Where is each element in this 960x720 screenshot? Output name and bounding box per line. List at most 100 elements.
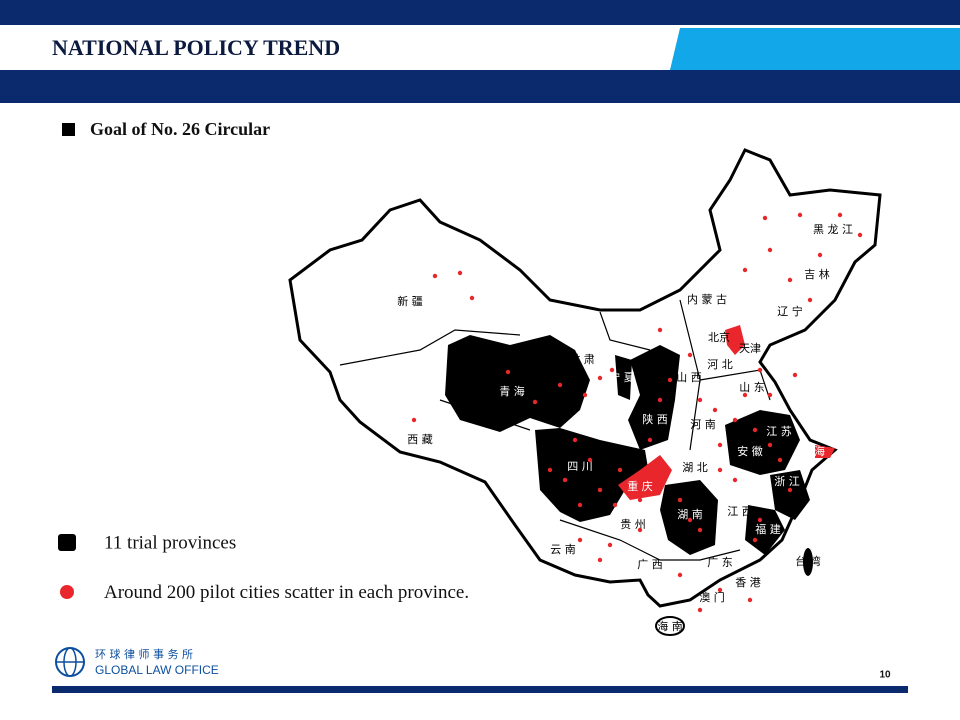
legend-square <box>58 534 76 551</box>
province-label: 河 北 <box>707 358 733 371</box>
logo-cn: 环 球 律 师 事 务 所 <box>95 647 193 661</box>
legend-text: Around 200 pilot cities scatter in each … <box>104 582 470 603</box>
province-label: 浙 江 <box>774 475 800 488</box>
city-dot <box>637 497 643 503</box>
city-dot <box>837 212 843 218</box>
header-band <box>0 70 960 103</box>
province-label: 云 南 <box>550 543 576 556</box>
city-dot <box>717 442 723 448</box>
city-dot <box>607 542 613 548</box>
city-dot <box>577 537 583 543</box>
city-dot <box>777 457 783 463</box>
city-dot <box>562 477 568 483</box>
province-label: 湖 南 <box>677 508 703 521</box>
city-dot <box>637 527 643 533</box>
city-dot <box>787 487 793 493</box>
city-dot <box>657 397 663 403</box>
city-dot <box>657 327 663 333</box>
province-label: 陕 西 <box>642 412 668 426</box>
city-dot <box>432 273 438 279</box>
province-label: 辽 宁 <box>777 304 803 318</box>
logo <box>55 647 85 677</box>
province-label: 天津 <box>739 342 761 355</box>
china-map <box>288 148 882 636</box>
city-dot <box>857 232 863 238</box>
city-dot <box>767 392 773 398</box>
province-label: 安 徽 <box>737 444 763 458</box>
city-dot <box>532 399 538 405</box>
footer-bar <box>52 686 908 693</box>
city-dot <box>687 517 693 523</box>
city-dot <box>757 367 763 373</box>
city-dot <box>617 467 623 473</box>
city-dot <box>677 497 683 503</box>
city-dot <box>572 437 578 443</box>
province-label: 河 南 <box>690 418 716 431</box>
pilot-city-dots <box>411 212 863 613</box>
province-label: 上海 <box>803 444 825 458</box>
city-dot <box>667 377 673 383</box>
province-label: 四 川 <box>567 460 593 473</box>
city-dot <box>767 442 773 448</box>
province-label: 吉 林 <box>804 267 830 281</box>
city-dot <box>787 277 793 283</box>
city-dot <box>697 607 703 613</box>
legend-text: 11 trial provinces <box>104 532 236 553</box>
city-dot <box>752 537 758 543</box>
city-dot <box>612 502 618 508</box>
city-dot <box>597 487 603 493</box>
logo-en: GLOBAL LAW OFFICE <box>95 663 219 677</box>
city-dot <box>687 352 693 358</box>
city-dot <box>577 502 583 508</box>
city-dot <box>609 367 615 373</box>
province-label: 黑 龙 江 <box>813 223 853 236</box>
city-dot <box>647 437 653 443</box>
city-dot <box>697 527 703 533</box>
province-label: 江 苏 <box>766 425 792 438</box>
hainan-island <box>655 616 685 636</box>
legend-dot <box>60 585 74 599</box>
city-dot <box>582 392 588 398</box>
city-dot <box>712 407 718 413</box>
city-dot <box>697 397 703 403</box>
city-dot <box>677 572 683 578</box>
province-label: 广 东 <box>707 556 733 569</box>
bullet-text: Goal of No. 26 Circular <box>90 119 270 139</box>
province-label: 山 西 <box>676 371 702 384</box>
city-dot <box>762 215 768 221</box>
province-label: 江 西 <box>727 505 753 518</box>
city-dot <box>505 369 511 375</box>
city-dot <box>767 247 773 253</box>
city-dot <box>717 587 723 593</box>
city-dot <box>792 372 798 378</box>
bullet-square <box>62 123 75 136</box>
province-label: 海 南 <box>657 619 683 633</box>
city-dot <box>597 557 603 563</box>
city-dot <box>797 212 803 218</box>
province-label: 香 港 <box>735 576 761 589</box>
province-label: 贵 州 <box>620 518 646 531</box>
city-dot <box>817 252 823 258</box>
province-label: 湖 北 <box>682 461 708 474</box>
municipalities <box>618 325 835 500</box>
city-dot <box>547 467 553 473</box>
city-dot <box>752 427 758 433</box>
province-label: 福 建 <box>755 522 781 536</box>
city-dot <box>732 477 738 483</box>
city-dot <box>717 467 723 473</box>
city-dot <box>457 270 463 276</box>
city-dot <box>757 517 763 523</box>
city-dot <box>469 295 475 301</box>
province-label: 重 庆 <box>627 479 653 493</box>
accent-band <box>670 28 960 70</box>
city-dot <box>807 297 813 303</box>
province-label: 新 疆 <box>397 294 423 308</box>
province-label: 台 湾 <box>795 554 821 568</box>
province-label: 澳 门 <box>699 590 725 604</box>
province-label: 青 海 <box>499 384 525 398</box>
city-dot <box>587 457 593 463</box>
city-dot <box>411 417 417 423</box>
province-label: 广 西 <box>637 558 663 571</box>
